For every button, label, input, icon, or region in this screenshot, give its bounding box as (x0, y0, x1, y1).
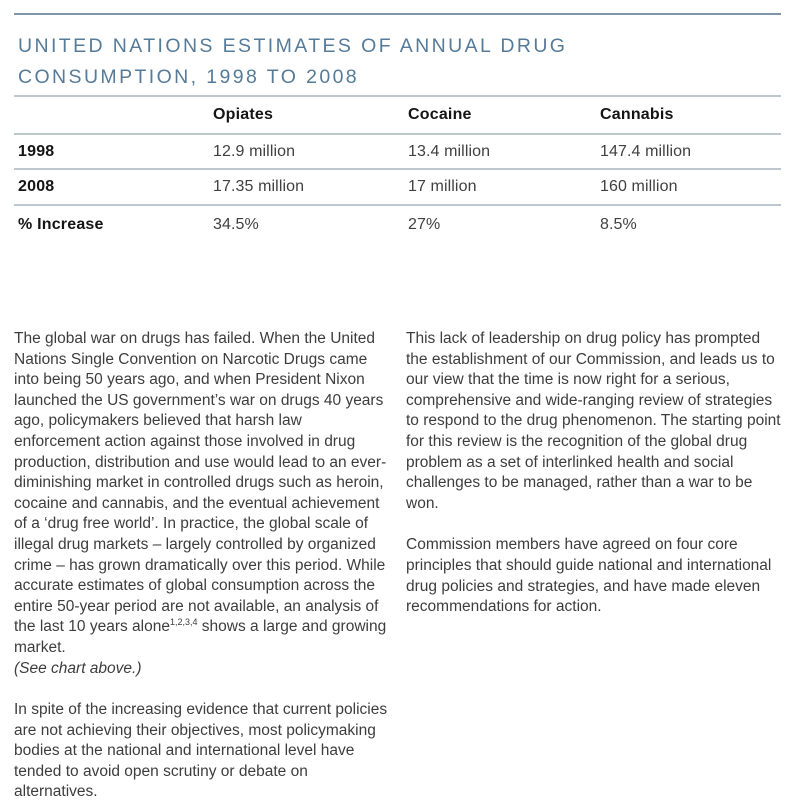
body-left-column: The global war on drugs has failed. When… (14, 329, 389, 803)
table-cell-cannabis: 8.5% (600, 215, 637, 233)
table-cell-cocaine: 17 million (408, 178, 477, 195)
table-cell-cannabis: 160 million (600, 178, 678, 195)
table-cell-cocaine: 13.4 million (408, 142, 491, 160)
paragraph-text-after: shows a large and growing market. (14, 618, 387, 656)
column-header-cocaine: Cocaine (408, 106, 472, 123)
table-header-row: Opiates Cocaine Cannabis (14, 95, 781, 135)
table-cell-cocaine: 27% (408, 215, 441, 233)
column-header-opiates: Opiates (213, 106, 274, 123)
page-title-line-1: UNITED NATIONS ESTIMATES OF ANNUAL DRUG (18, 35, 568, 57)
table-row-1998: 1998 12.9 million 13.4 million 147.4 mil… (14, 135, 781, 170)
body-text: The global war on drugs has failed. When… (14, 329, 781, 803)
row-label: 1998 (18, 142, 55, 160)
row-label: % Increase (18, 215, 104, 233)
page-title-line-2: CONSUMPTION, 1998 TO 2008 (18, 66, 360, 88)
paragraph-in-spite: In spite of the increasing evidence that… (14, 701, 388, 801)
paragraph-text: The global war on drugs has failed. When… (14, 330, 387, 636)
paragraph-commission-members: Commission members have agreed on four c… (406, 536, 772, 616)
column-header-cannabis: Cannabis (600, 106, 674, 123)
chart-note: (See chart above.) (14, 659, 142, 677)
consumption-table: Opiates Cocaine Cannabis 1998 12.9 milli… (14, 95, 781, 243)
table-row-percent-increase: % Increase 34.5% 27% 8.5% (14, 206, 781, 243)
table-cell-opiates: 34.5% (213, 215, 259, 233)
row-label: 2008 (18, 178, 55, 195)
table-row-2008: 2008 17.35 million 17 million 160 millio… (14, 170, 781, 206)
paragraph-war-on-drugs: The global war on drugs has failed. When… (14, 329, 389, 679)
document-page: UNITED NATIONS ESTIMATES OF ANNUAL DRUG … (0, 13, 795, 800)
top-rule (14, 13, 781, 15)
table-cell-opiates: 12.9 million (213, 142, 296, 160)
table-cell-cannabis: 147.4 million (600, 142, 692, 160)
body-right-column: This lack of leadership on drug policy h… (406, 329, 781, 803)
page-title: UNITED NATIONS ESTIMATES OF ANNUAL DRUG … (18, 31, 781, 93)
table-cell-opiates: 17.35 million (213, 178, 305, 195)
footnote-superscript: 1,2,3,4 (169, 617, 198, 628)
paragraph-lack-of-leadership: This lack of leadership on drug policy h… (406, 330, 781, 512)
